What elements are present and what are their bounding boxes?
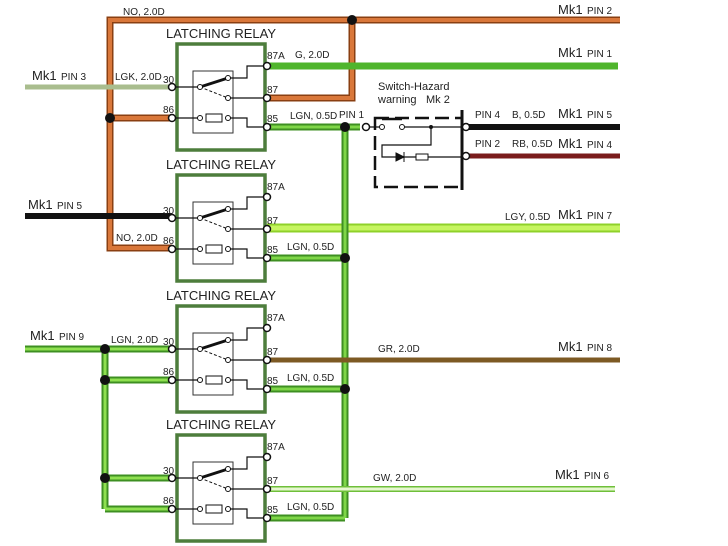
wire-lgn-bus (267, 123, 360, 522)
relay-terminal (262, 93, 272, 103)
label-b: B, 0.5D (512, 110, 545, 121)
switch-hazard-warning: Switch-Hazard warning Mk 2 PIN 1 PIN 4 P… (339, 81, 500, 190)
pin-86-label: 86 (163, 496, 175, 507)
pin-87a-label: 87A (267, 51, 285, 62)
switch-pin2: PIN 2 (475, 139, 500, 150)
relay-title: LATCHING RELAY (166, 26, 276, 41)
relay-coil-icon (205, 504, 223, 514)
relay-terminal (167, 244, 177, 254)
diode-icon (395, 152, 406, 162)
latching-relay: LATCHING RELAY 30 86 87A 87 85 (163, 26, 285, 152)
relay-terminal (167, 504, 177, 514)
pin-30-label: 30 (163, 466, 175, 477)
pin-86-label: 86 (163, 367, 175, 378)
conn-mk1-pin5-in: Mk1 PIN 5 (28, 196, 82, 213)
relay-terminal (262, 122, 272, 132)
relay-terminal (167, 213, 177, 223)
conn-mk1-pin7: Mk1 PIN 7 (558, 206, 612, 223)
resistor-icon (415, 153, 429, 161)
switch-pin4: PIN 4 (475, 110, 500, 121)
label-gw: GW, 2.0D (373, 473, 416, 484)
relay-coil-icon (205, 375, 223, 385)
label-lgy: LGY, 0.5D (505, 212, 550, 223)
relay-terminal (167, 473, 177, 483)
relay-title: LATCHING RELAY (166, 417, 276, 432)
pin-87a-label: 87A (267, 182, 285, 193)
conn-mk1-pin4: Mk1 PIN 4 (558, 135, 612, 152)
relay-terminal (262, 192, 272, 202)
latching-relay: LATCHING RELAY 30 86 87A 87 85 (163, 157, 285, 283)
label-lgn-2: LGN, 0.5D (287, 242, 334, 253)
relay-terminal (262, 484, 272, 494)
pin-85-label: 85 (267, 505, 279, 516)
relay-switch-arm (199, 76, 229, 89)
relay-terminal (262, 355, 272, 365)
relay-terminal (262, 224, 272, 234)
pin-87-label: 87 (267, 85, 279, 96)
relay-terminal (167, 344, 177, 354)
relay-switch-arm (199, 338, 229, 351)
pin-86-label: 86 (163, 236, 175, 247)
label-lgn-4: LGN, 0.5D (287, 502, 334, 513)
wire-lgn-in (25, 345, 172, 513)
pin-85-label: 85 (267, 114, 279, 125)
switch-pin1: PIN 1 (339, 110, 364, 121)
relay-terminal (262, 61, 272, 71)
relay-terminal (167, 82, 177, 92)
pin-87-label: 87 (267, 476, 279, 487)
relay-terminal (262, 384, 272, 394)
label-no-mid: NO, 2.0D (116, 233, 158, 244)
conn-mk1-pin3: Mk1 PIN 3 (32, 67, 86, 84)
label-gr: GR, 2.0D (378, 344, 420, 355)
pin-85-label: 85 (267, 376, 279, 387)
label-lgn-3: LGN, 0.5D (287, 373, 334, 384)
relay-switch-arm (199, 467, 229, 480)
label-rb: RB, 0.5D (512, 139, 553, 150)
relay-terminal (167, 113, 177, 123)
pin1-terminal (361, 122, 371, 132)
conn-mk1-pin6: Mk1 PIN 6 (555, 466, 609, 483)
relay-title: LATCHING RELAY (166, 288, 276, 303)
switch-mk2: Mk 2 (426, 94, 450, 106)
relay-terminal (262, 452, 272, 462)
label-lgk: LGK, 2.0D (115, 72, 162, 83)
relay-terminal (262, 253, 272, 263)
conn-mk1-pin9: Mk1 PIN 9 (30, 327, 84, 344)
pin-87-label: 87 (267, 216, 279, 227)
relay-coil-icon (205, 244, 223, 254)
pin-86-label: 86 (163, 105, 175, 116)
connector-labels: Mk1 PIN 2 Mk1 PIN 1 Mk1 PIN 3 Mk1 PIN 5 … (28, 1, 612, 483)
switch-title-2: warning (377, 94, 417, 106)
relay-terminal (167, 375, 177, 385)
pin-85-label: 85 (267, 245, 279, 256)
pin-87-label: 87 (267, 347, 279, 358)
relay-terminal (262, 513, 272, 523)
relay-title: LATCHING RELAY (166, 157, 276, 172)
label-g: G, 2.0D (295, 50, 329, 61)
pin-30-label: 30 (163, 75, 175, 86)
pin-87a-label: 87A (267, 313, 285, 324)
conn-mk1-pin2: Mk1 PIN 2 (558, 1, 612, 18)
pin-87a-label: 87A (267, 442, 285, 453)
relay-switch-arm (199, 207, 229, 220)
label-lgn-1: LGN, 0.5D (290, 111, 337, 122)
conn-mk1-pin5-out: Mk1 PIN 5 (558, 105, 612, 122)
label-lgn-in: LGN, 2.0D (111, 335, 158, 346)
latching-relay: LATCHING RELAY 30 86 87A 87 85 (163, 288, 285, 414)
relay-coil-icon (205, 113, 223, 123)
label-no-top: NO, 2.0D (123, 7, 165, 18)
switch-title: Switch-Hazard (378, 81, 450, 93)
pin-30-label: 30 (163, 337, 175, 348)
conn-mk1-pin1: Mk1 PIN 1 (558, 44, 612, 61)
wire-labels: NO, 2.0D NO, 2.0D G, 2.0D LGK, 2.0D LGN,… (111, 7, 553, 513)
junction-dots (100, 15, 357, 483)
conn-mk1-pin8: Mk1 PIN 8 (558, 338, 612, 355)
relay-terminal (262, 323, 272, 333)
latching-relay: LATCHING RELAY 30 86 87A 87 85 (163, 417, 285, 543)
pin-30-label: 30 (163, 206, 175, 217)
